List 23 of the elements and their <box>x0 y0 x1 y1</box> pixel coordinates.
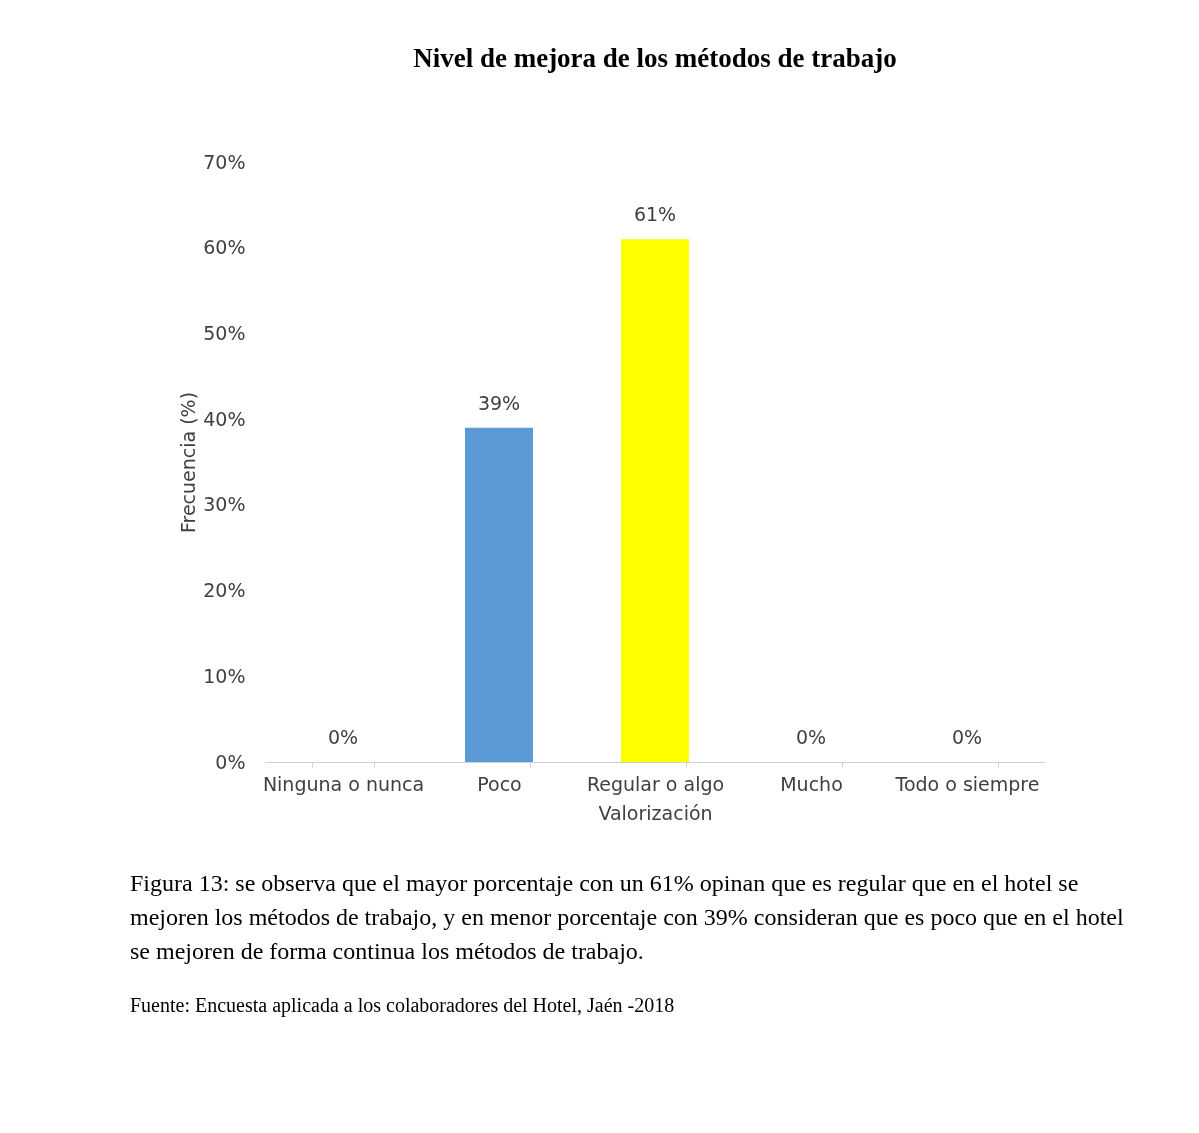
data-label: 0% <box>327 726 359 748</box>
x-tick-label: Regular o algo <box>586 772 725 795</box>
x-tick-label: Poco <box>477 772 522 795</box>
y-tick-label: 50% <box>203 321 246 344</box>
y-tick-label: 0% <box>215 750 246 773</box>
data-label: 0% <box>795 726 827 748</box>
y-tick-label: 20% <box>203 579 246 602</box>
chart-title: Nivel de mejora de los métodos de trabajo <box>413 43 897 73</box>
x-axis-title: Valorización <box>598 801 713 824</box>
x-tick-label: Mucho <box>780 772 843 795</box>
y-tick-label: 10% <box>203 664 246 687</box>
y-tick-label: 40% <box>203 407 246 430</box>
y-axis-title: Frecuencia (%) <box>177 391 200 534</box>
source-note: Fuente: Encuesta aplicada a los colaboradores del Hotel, Jaén -2018 <box>130 994 675 1017</box>
y-tick-label: 30% <box>203 493 246 516</box>
x-tick-label: Ninguna o nunca <box>262 772 425 795</box>
data-label: 0% <box>951 726 983 748</box>
data-label: 39% <box>477 391 521 414</box>
y-tick-label: 60% <box>203 236 246 259</box>
data-label: 61% <box>633 203 677 226</box>
x-tick-label: Todo o siempre <box>894 772 1040 795</box>
text: Figura 13: se observa que el mayor porcentaje con un 61% opinan que es regular que en el hotel se mejoren los métodos de trabajo, y en menor porcentaje con 39% consideran que es poco que en el hotel se mejoren de forma continua los métodos de trabajo. <box>130 870 1124 964</box>
y-tick-label: 70% <box>203 150 246 173</box>
